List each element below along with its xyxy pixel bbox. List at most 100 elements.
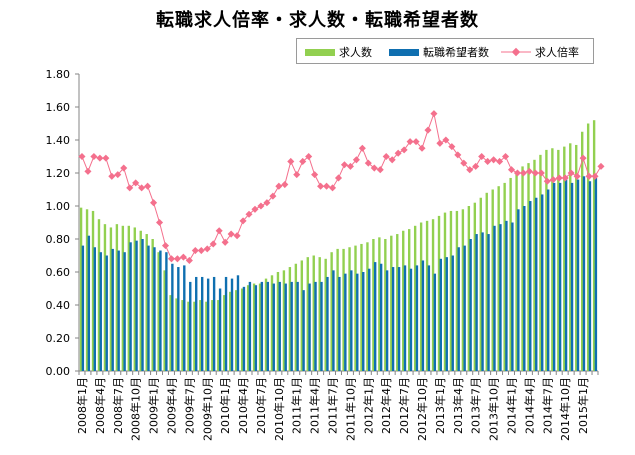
bar-kyujin: [575, 144, 578, 371]
bar-kibou: [356, 273, 359, 371]
bar-kyujin: [396, 234, 399, 371]
point-bairitsu: [197, 247, 205, 255]
bar-kyujin: [515, 173, 518, 371]
point-bairitsu: [179, 253, 187, 261]
point-bairitsu: [436, 139, 444, 147]
point-bairitsu: [376, 166, 384, 174]
bar-kyujin: [360, 243, 363, 371]
bar-kibou: [224, 276, 228, 371]
bar-kyujin: [473, 202, 477, 371]
bar-kibou: [379, 263, 383, 371]
bar-kibou: [433, 273, 437, 371]
bar-kyujin: [246, 285, 250, 371]
bar-kibou: [123, 252, 126, 371]
bar-kibou: [290, 281, 293, 371]
bar-kibou: [296, 281, 299, 371]
x-tick-label: 2011年1月: [290, 377, 304, 434]
bar-kibou: [368, 268, 371, 371]
bar-kyujin: [181, 300, 184, 371]
bar-kyujin: [187, 301, 190, 371]
bar-kibou: [421, 260, 425, 371]
bar-kyujin: [408, 229, 411, 371]
x-tick-label: 2008年7月: [111, 377, 125, 434]
point-bairitsu: [150, 199, 158, 207]
point-bairitsu: [287, 157, 295, 165]
legend-label-kibou: 転職希望者数: [423, 46, 489, 59]
x-tick-label: 2009年1月: [147, 377, 161, 434]
point-bairitsu: [84, 167, 92, 175]
bar-kibou: [445, 257, 448, 371]
bar-kyujin: [79, 207, 83, 371]
point-bairitsu: [537, 169, 545, 177]
bar-kibou: [99, 252, 102, 371]
x-tick-label: 2009年4月: [164, 377, 178, 434]
bar-kibou: [320, 281, 323, 371]
point-bairitsu: [382, 152, 390, 161]
point-bairitsu: [543, 177, 551, 185]
bar-kibou: [397, 267, 401, 371]
bar-kyujin: [527, 163, 530, 371]
point-bairitsu: [102, 154, 110, 162]
point-bairitsu: [400, 146, 408, 154]
bar-kibou: [242, 286, 246, 371]
point-bairitsu: [597, 162, 605, 170]
bar-kibou: [81, 245, 85, 371]
point-bairitsu: [501, 152, 510, 161]
point-bairitsu: [78, 152, 86, 161]
bar-kyujin: [402, 230, 405, 371]
bar-kibou: [189, 281, 192, 371]
point-bairitsu: [454, 151, 462, 159]
point-bairitsu: [394, 149, 402, 157]
bar-kibou: [212, 276, 216, 371]
point-bairitsu: [126, 184, 134, 192]
bar-kibou: [141, 239, 144, 371]
x-tick-label: 2012年4月: [379, 377, 393, 434]
bar-kibou: [505, 220, 508, 371]
point-bairitsu: [132, 179, 140, 187]
bar-kibou: [487, 234, 490, 371]
bar-kyujin: [139, 230, 142, 371]
bar-kyujin: [294, 263, 298, 371]
bar-kibou: [248, 281, 252, 371]
bar-kyujin: [586, 123, 590, 371]
y-tick-label: 1.60: [46, 101, 71, 114]
bar-kyujin: [103, 224, 107, 371]
legend-label-kyujin: 求人数: [339, 46, 372, 59]
point-bairitsu: [328, 184, 337, 192]
bar-kyujin: [306, 257, 309, 371]
point-bairitsu: [323, 182, 331, 190]
bar-kyujin: [503, 182, 506, 371]
y-tick-label: 1.20: [46, 167, 71, 180]
bar-kibou: [153, 247, 156, 371]
bar-kibou: [308, 283, 311, 371]
x-tick-label: 2013年4月: [451, 377, 465, 434]
bar-kibou: [105, 255, 108, 371]
bar-kyujin: [413, 225, 417, 371]
bar-kyujin: [127, 225, 131, 371]
bar-kyujin: [276, 272, 280, 371]
point-bairitsu: [555, 174, 563, 182]
bar-kibou: [582, 176, 586, 371]
bar-kyujin: [509, 177, 512, 371]
point-bairitsu: [430, 110, 438, 118]
bar-kyujin: [282, 270, 286, 371]
bar-kibou: [475, 234, 478, 371]
point-bairitsu: [173, 255, 181, 263]
bar-kyujin: [133, 227, 136, 371]
point-bairitsu: [299, 157, 307, 165]
bar-kibou: [183, 265, 186, 371]
bar-kibou: [111, 248, 114, 371]
bar-kyujin: [300, 260, 304, 371]
bar-kyujin: [581, 131, 584, 371]
x-tick-label: 2010年4月: [236, 377, 250, 434]
bar-kibou: [260, 281, 264, 371]
bar-kibou: [135, 240, 138, 371]
bar-kyujin: [366, 242, 369, 371]
x-tick-label: 2015年1月: [576, 377, 590, 434]
bar-kyujin: [193, 301, 196, 371]
bar-kyujin: [91, 210, 95, 371]
bar-kibou: [391, 267, 395, 371]
bar-kibou: [117, 250, 120, 371]
point-bairitsu: [448, 143, 456, 151]
bar-kibou: [93, 247, 96, 371]
